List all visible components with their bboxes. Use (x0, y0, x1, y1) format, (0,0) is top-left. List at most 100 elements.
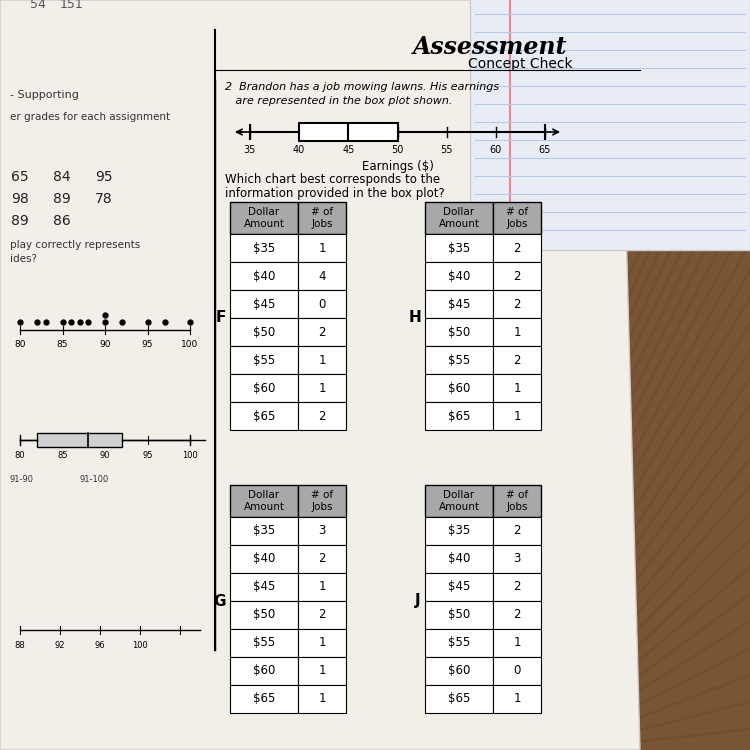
Text: Dollar
Amount: Dollar Amount (244, 207, 284, 229)
Bar (493, 601, 541, 629)
Bar (493, 202, 541, 234)
Text: # of
Jobs: # of Jobs (506, 207, 528, 229)
Text: Dollar
Amount: Dollar Amount (439, 490, 479, 512)
Text: $65: $65 (253, 692, 275, 706)
Text: are represented in the box plot shown.: are represented in the box plot shown. (225, 96, 452, 106)
Text: 89: 89 (53, 192, 70, 206)
Text: 54: 54 (30, 0, 46, 11)
Bar (425, 517, 493, 545)
Bar (425, 290, 493, 318)
Text: $40: $40 (253, 269, 275, 283)
Text: 50: 50 (392, 145, 404, 155)
Text: 1: 1 (513, 382, 520, 394)
Text: 151: 151 (60, 0, 84, 11)
Bar (298, 685, 346, 713)
Text: 84: 84 (53, 170, 70, 184)
Bar (425, 485, 493, 517)
Text: # of
Jobs: # of Jobs (311, 490, 333, 512)
Text: 80: 80 (14, 340, 26, 349)
Text: Dollar
Amount: Dollar Amount (244, 490, 284, 512)
Text: $60: $60 (448, 664, 470, 677)
Text: 0: 0 (318, 298, 326, 310)
Bar (230, 318, 298, 346)
Text: ides?: ides? (10, 254, 37, 264)
Text: 85: 85 (57, 340, 68, 349)
Bar (298, 262, 346, 290)
Text: 95: 95 (95, 170, 112, 184)
Text: 1: 1 (513, 637, 520, 650)
Bar (230, 374, 298, 402)
Bar (230, 601, 298, 629)
Bar (230, 573, 298, 601)
Text: J: J (416, 593, 421, 608)
Text: Which chart best corresponds to the: Which chart best corresponds to the (225, 173, 440, 186)
Bar (493, 629, 541, 657)
Bar (298, 202, 346, 234)
Text: 2: 2 (318, 410, 326, 422)
Text: 65: 65 (11, 170, 28, 184)
Text: F: F (216, 310, 226, 326)
Text: $60: $60 (448, 382, 470, 394)
Bar (470, 0, 750, 250)
Bar (493, 262, 541, 290)
Bar (493, 290, 541, 318)
Bar (425, 601, 493, 629)
Text: 2: 2 (318, 326, 326, 338)
Bar (298, 234, 346, 262)
Text: G: G (214, 593, 226, 608)
Bar (230, 517, 298, 545)
Text: information provided in the box plot?: information provided in the box plot? (225, 187, 445, 200)
Text: $35: $35 (253, 524, 275, 538)
Bar (425, 262, 493, 290)
Text: 60: 60 (490, 145, 502, 155)
Text: $45: $45 (448, 298, 470, 310)
Bar (298, 485, 346, 517)
Text: 2: 2 (513, 269, 520, 283)
Polygon shape (0, 0, 640, 750)
Text: $60: $60 (253, 382, 275, 394)
Text: 1: 1 (318, 242, 326, 254)
Text: $35: $35 (448, 524, 470, 538)
Text: er grades for each assignment: er grades for each assignment (10, 112, 170, 122)
Bar (493, 685, 541, 713)
Bar (230, 657, 298, 685)
Bar (493, 545, 541, 573)
Text: $40: $40 (253, 553, 275, 566)
Bar (425, 202, 493, 234)
Text: $55: $55 (253, 637, 275, 650)
Bar (230, 290, 298, 318)
Text: $45: $45 (448, 580, 470, 593)
Text: 2: 2 (513, 353, 520, 367)
Text: 1: 1 (318, 692, 326, 706)
Bar (493, 346, 541, 374)
Text: $60: $60 (253, 664, 275, 677)
Text: 0: 0 (513, 664, 520, 677)
Text: - Supporting: - Supporting (10, 90, 79, 100)
Bar (425, 573, 493, 601)
Text: 91-100: 91-100 (80, 475, 110, 484)
Text: 1: 1 (318, 637, 326, 650)
Text: 1: 1 (318, 353, 326, 367)
Bar (425, 374, 493, 402)
Bar (425, 545, 493, 573)
Bar (298, 346, 346, 374)
Text: $50: $50 (448, 608, 470, 622)
Text: 2: 2 (513, 608, 520, 622)
Bar (298, 517, 346, 545)
Bar (230, 629, 298, 657)
Text: Assessment: Assessment (413, 35, 567, 59)
Bar (425, 657, 493, 685)
Text: 1: 1 (513, 692, 520, 706)
Bar (230, 545, 298, 573)
Text: # of
Jobs: # of Jobs (311, 207, 333, 229)
Text: 2: 2 (318, 553, 326, 566)
Text: 92: 92 (55, 641, 65, 650)
Text: 90: 90 (99, 340, 111, 349)
Bar (298, 545, 346, 573)
Text: $65: $65 (448, 692, 470, 706)
Text: 96: 96 (94, 641, 105, 650)
Text: 80: 80 (15, 451, 26, 460)
Text: 98: 98 (11, 192, 28, 206)
Text: $65: $65 (253, 410, 275, 422)
Text: 95: 95 (142, 340, 153, 349)
